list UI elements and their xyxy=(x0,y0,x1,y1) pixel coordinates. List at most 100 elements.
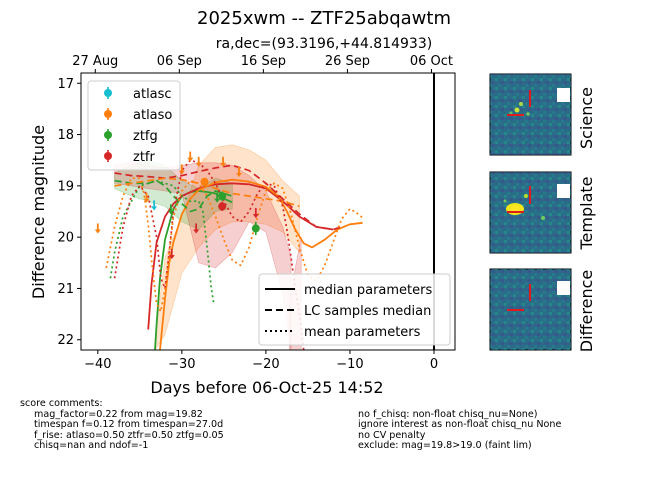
upper-limit-arrowhead xyxy=(252,214,259,219)
x-tick-label: −30 xyxy=(168,357,195,372)
legend-label: LC samples median xyxy=(304,304,431,319)
upper-limit-atlasc xyxy=(151,200,158,211)
upper-limit-arrowhead xyxy=(94,229,101,234)
detection-marker xyxy=(218,192,227,201)
legend-label: atlaso xyxy=(133,108,172,123)
y-axis: 17 18 19 20 21 22 xyxy=(57,77,81,348)
photometry-points xyxy=(94,151,260,260)
top-tick-label: 06 Oct xyxy=(410,54,453,69)
y-tick-label: 21 xyxy=(57,282,74,297)
top-tick-label: 16 Sep xyxy=(241,54,286,69)
upper-limit-atlaso xyxy=(178,164,185,175)
score-comments-left: mag_factor=0.22 from mag=19.82 timespan … xyxy=(34,409,224,452)
upper-limit-ztfr xyxy=(252,208,259,219)
y-tick-label: 17 xyxy=(57,77,74,92)
science-stamp xyxy=(489,73,572,156)
upper-limit-ztfg xyxy=(167,204,174,215)
legend-label: ztfg xyxy=(133,129,158,144)
legend-entry-atlasc: atlasc xyxy=(104,87,172,102)
legend-label: mean parameters xyxy=(304,325,421,340)
difference-stamp-white-patch xyxy=(557,281,570,295)
detection-ztfr xyxy=(218,201,227,211)
y-axis-label: Difference magnitude xyxy=(29,125,48,299)
detection-marker xyxy=(200,177,209,186)
difference-stamp xyxy=(489,268,572,351)
model-ztfr-dashed xyxy=(114,164,342,231)
detection-ztfg xyxy=(251,221,260,236)
comment-line: ignore interest as non-float chisq_nu No… xyxy=(358,419,562,431)
upper-limit-atlaso xyxy=(236,167,243,178)
model-atlaso-solid xyxy=(159,178,363,350)
upper-limit-arrowhead xyxy=(220,162,227,167)
comment-line: timespan f=0.12 from timespan=27.0d xyxy=(34,419,224,431)
upper-limit-arrowhead xyxy=(195,162,202,167)
model-atlaso-dashed xyxy=(114,177,300,208)
x-axis: −40 −30 −20 −10 0 xyxy=(84,350,438,372)
upper-limit-atlaso xyxy=(195,156,202,167)
top-date-axis: 27 Aug 06 Sep 16 Sep 26 Sep 06 Oct xyxy=(72,54,453,73)
legend-entry-dashed: LC samples median xyxy=(265,304,431,319)
model-legend-box xyxy=(258,273,451,346)
image-stamps: Science Template Difference xyxy=(489,73,596,352)
top-tick-label: 27 Aug xyxy=(72,54,118,69)
legend-entry-solid: median parameters xyxy=(265,283,432,298)
upper-limit-atlaso xyxy=(143,192,150,203)
upper-limit-atlaso xyxy=(187,151,194,162)
legend-entry-ztfr: ztfr xyxy=(104,150,155,165)
stamp-label-template: Template xyxy=(577,176,596,250)
upper-limit-arrowhead xyxy=(178,170,185,175)
upper-limit-arrowhead xyxy=(143,198,150,203)
detection-ztfg xyxy=(218,191,227,201)
upper-limit-arrowhead xyxy=(168,255,175,260)
upper-limit-atlaso xyxy=(220,156,227,167)
legend-label: ztfr xyxy=(133,150,155,165)
upper-limit-ztfr xyxy=(168,249,175,260)
top-tick-label: 26 Sep xyxy=(325,54,370,69)
y-tick-label: 19 xyxy=(57,179,74,194)
model-ztfr-dotted xyxy=(113,159,305,350)
y-tick-label: 20 xyxy=(57,231,74,246)
score-comments-header: score comments: xyxy=(20,398,103,409)
stamp-label-science: Science xyxy=(577,87,596,149)
upper-limit-ztfr xyxy=(193,223,200,234)
legend-marker xyxy=(104,152,112,160)
comment-line: chisq=nan and ndof=-1 xyxy=(34,440,149,452)
x-tick-label: 0 xyxy=(430,357,438,372)
x-axis-label: Days before 06-Oct-25 14:52 xyxy=(150,378,383,397)
template-stamp-white-patch xyxy=(557,184,570,198)
comment-line: f_rise: atlaso=0.50 ztfr=0.50 ztfg=0.05 xyxy=(34,429,224,441)
figure-title: 2025xwm -- ZTF25abqawtm xyxy=(197,8,451,29)
detection-marker xyxy=(218,202,227,211)
model-ztfr-solid xyxy=(147,182,334,330)
detection-marker xyxy=(251,224,260,233)
filter-legend: atlasc atlaso ztfg ztfr xyxy=(87,80,181,171)
band-atlaso xyxy=(154,144,300,350)
y-tick-label: 22 xyxy=(57,333,74,348)
upper-limit-ztfg xyxy=(214,192,221,203)
legend-label: median parameters xyxy=(304,283,432,298)
x-tick-label: −40 xyxy=(84,357,111,372)
upper-limit-atlaso xyxy=(94,223,101,234)
x-tick-label: −10 xyxy=(336,357,363,372)
upper-limit-arrowhead xyxy=(193,229,200,234)
legend-entry-atlaso: atlaso xyxy=(104,108,172,123)
stamp-label-difference: Difference xyxy=(577,270,596,352)
plot-frame xyxy=(80,72,456,351)
upper-limit-arrowhead xyxy=(151,206,158,211)
legend-marker xyxy=(104,89,112,97)
model-ztfg-dotted xyxy=(109,179,215,304)
template-stamp xyxy=(489,171,572,254)
comment-line: mag_factor=0.22 from mag=19.82 xyxy=(34,409,203,420)
comment-line: no f_chisq: non-float chisq_nu=None) xyxy=(358,409,538,420)
legend-entry-ztfg: ztfg xyxy=(104,129,158,144)
legend-entry-dotted: mean parameters xyxy=(265,325,421,340)
legend-label: atlasc xyxy=(133,87,172,102)
upper-limit-arrowhead xyxy=(214,198,221,203)
figure-subtitle: ra,dec=(93.3196,+44.814933) xyxy=(216,36,432,52)
science-stamp-white-patch xyxy=(557,88,570,102)
detection-atlaso xyxy=(200,177,209,186)
score-comments-right: no f_chisq: non-float chisq_nu=None) ign… xyxy=(358,409,562,452)
legend-marker xyxy=(104,110,112,118)
legend-marker xyxy=(104,131,112,139)
